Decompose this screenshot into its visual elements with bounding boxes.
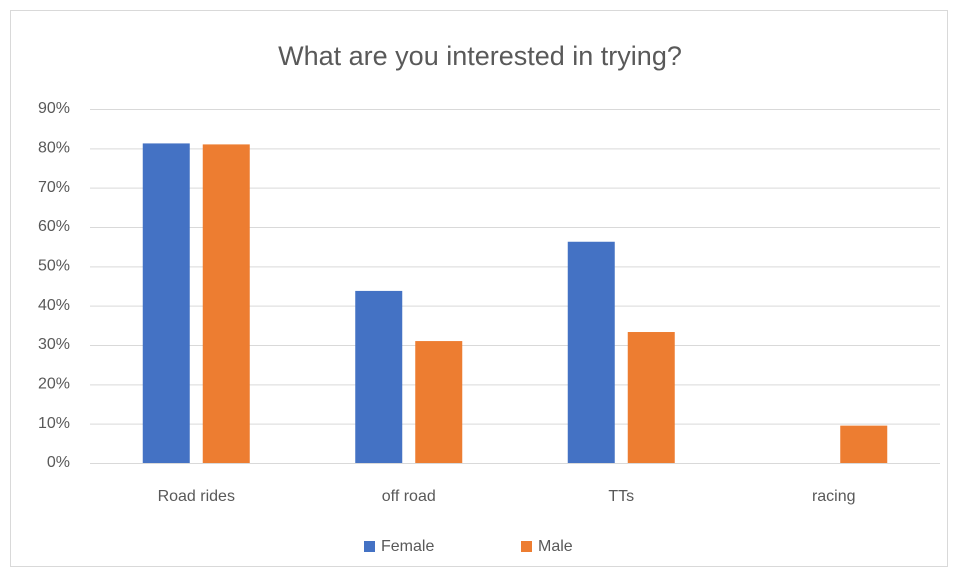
y-tick-label: 50% [38,258,70,275]
y-tick-label: 60% [38,218,70,235]
legend-swatch [521,541,532,552]
y-tick-label: 20% [38,376,70,393]
bar [567,241,615,463]
bar [840,425,888,463]
bar [142,143,190,463]
x-tick-label: Road rides [158,488,235,505]
y-tick-label: 0% [47,454,70,471]
bar [415,341,463,463]
x-tick-label: TTs [608,488,634,505]
bar [202,144,250,463]
x-tick-label: racing [812,488,856,505]
y-tick-label: 30% [38,336,70,353]
legend-label: Male [538,538,573,555]
bar [355,290,403,463]
bar [627,332,675,463]
chart-title: What are you interested in trying? [278,41,682,71]
y-tick-label: 40% [38,297,70,314]
y-tick-label: 90% [38,100,70,117]
legend-label: Female [381,538,434,555]
x-tick-label: off road [382,488,436,505]
legend-swatch [364,541,375,552]
y-tick-label: 10% [38,415,70,432]
y-tick-label: 70% [38,179,70,196]
y-tick-label: 80% [38,140,70,157]
